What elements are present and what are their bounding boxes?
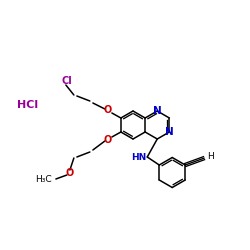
Text: H₃C: H₃C: [35, 174, 52, 184]
Text: O: O: [104, 135, 112, 145]
Text: O: O: [104, 105, 112, 115]
Text: HCl: HCl: [18, 100, 38, 110]
Text: N: N: [165, 127, 174, 137]
Text: O: O: [66, 168, 74, 178]
Text: Cl: Cl: [62, 76, 72, 86]
Text: N: N: [153, 106, 162, 116]
Text: HN: HN: [131, 154, 146, 162]
Text: H: H: [207, 152, 214, 161]
